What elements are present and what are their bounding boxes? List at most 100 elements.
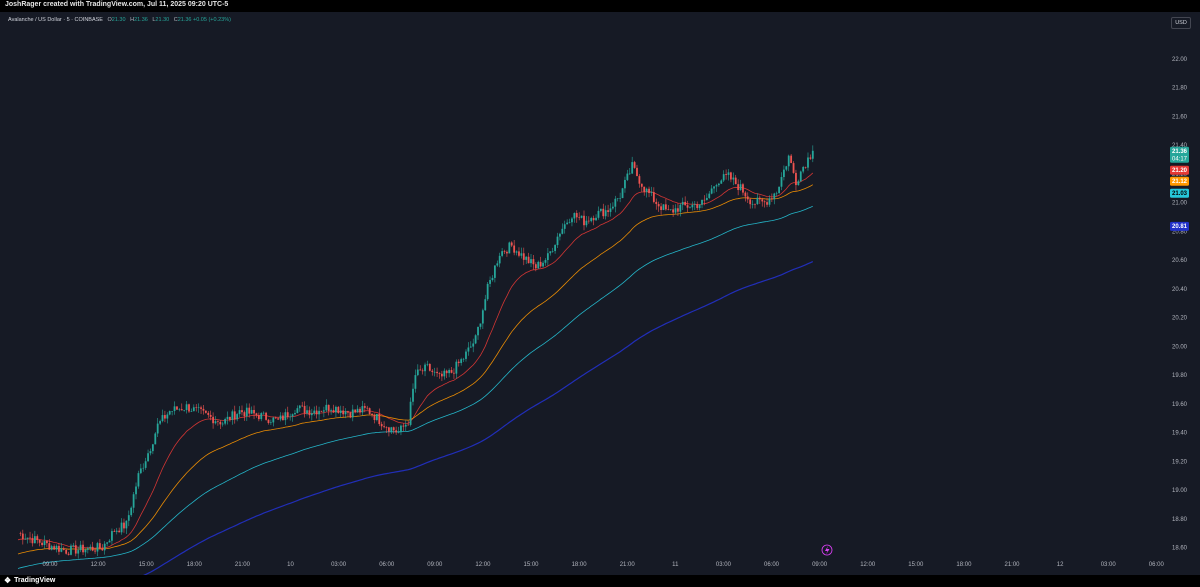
candle-body <box>698 204 701 209</box>
candle-body <box>226 416 229 420</box>
candle-body <box>202 408 205 411</box>
candle-body <box>395 430 398 433</box>
candle-body <box>667 209 670 210</box>
lightning-icon[interactable] <box>821 544 833 556</box>
candle-body <box>477 326 479 336</box>
candle-body <box>486 283 489 300</box>
candle-body <box>289 416 292 418</box>
candle-body <box>433 371 436 373</box>
candle-body <box>347 411 349 413</box>
candle-body <box>130 507 133 516</box>
y-tick-label: 20.40 <box>1172 287 1188 293</box>
candle-body <box>448 370 451 374</box>
candle-body <box>29 537 31 539</box>
y-tick-label: 20.20 <box>1172 316 1188 322</box>
candle-body <box>612 206 614 209</box>
candle-body <box>534 264 537 269</box>
ema-100-line <box>17 205 813 569</box>
candle-body <box>192 407 195 412</box>
candle-body <box>763 201 766 203</box>
symbol-name[interactable]: Avalanche / US Dollar · 5 · COINBASE <box>8 17 103 23</box>
candle-body <box>318 410 320 415</box>
candle-body <box>520 253 523 256</box>
candle-body <box>609 208 612 212</box>
candle-body <box>115 530 118 532</box>
x-tick-label: 18:00 <box>956 562 972 568</box>
candle-body <box>436 371 438 374</box>
tradingview-logo[interactable]: ❖ TradingView <box>4 576 55 585</box>
candle-body <box>440 373 443 377</box>
candle-body <box>472 343 475 347</box>
candle-body <box>645 188 648 192</box>
candle-body <box>332 410 335 413</box>
candle-body <box>400 425 402 433</box>
candle-body <box>43 540 46 545</box>
candle-body <box>802 167 805 172</box>
candle-body <box>255 413 258 416</box>
ma-price-tag <box>1170 165 1189 175</box>
candle-body <box>669 209 672 210</box>
candle-body <box>768 198 771 205</box>
candle-body <box>799 171 802 182</box>
candle-body <box>156 423 159 434</box>
candle-body <box>291 414 294 417</box>
currency-button[interactable]: USD <box>1171 17 1191 29</box>
candle-body <box>626 173 629 180</box>
candle-body <box>176 406 178 410</box>
candle-body <box>734 177 737 185</box>
candle-body <box>19 533 22 534</box>
price-chart[interactable]: 22.00 21.80 21.60 21.40 21.20 21.00 20.80 20.60… <box>0 0 1200 575</box>
candle-body <box>693 204 696 205</box>
x-tick-label: 10 <box>287 562 294 568</box>
chart-pane[interactable] <box>0 12 1200 575</box>
y-tick-label: 19.60 <box>1172 402 1188 408</box>
candle-body <box>807 157 809 168</box>
candle-body <box>766 202 768 205</box>
candle-body <box>219 421 222 425</box>
candle-body <box>559 233 561 237</box>
candle-body <box>542 262 544 267</box>
candle-body <box>178 409 181 410</box>
x-tick-label: 18:00 <box>572 562 588 568</box>
candle-body <box>414 375 417 389</box>
candle-body <box>778 186 780 193</box>
candle-body <box>147 453 149 462</box>
candle-body <box>195 407 198 408</box>
candle-body <box>79 544 82 551</box>
candle-body <box>58 545 60 552</box>
candle-body <box>491 277 494 281</box>
candle-body <box>438 373 441 374</box>
candle-body <box>82 544 84 553</box>
symbol-legend[interactable]: Avalanche / US Dollar · 5 · COINBASE O21… <box>8 17 231 23</box>
candle-body <box>467 347 470 352</box>
last-price-label: 21.36 <box>1172 149 1188 155</box>
candle-body <box>24 538 27 540</box>
candle-body <box>48 543 51 550</box>
candle-body <box>607 210 609 212</box>
candle-body <box>421 370 424 372</box>
candle-body <box>277 418 280 420</box>
x-tick-label: 21:00 <box>620 562 636 568</box>
x-tick-label: 15:00 <box>523 562 539 568</box>
y-tick-label: 20.60 <box>1172 258 1188 264</box>
y-tick-label: 21.40 <box>1172 143 1188 149</box>
candle-body <box>96 543 99 552</box>
candle-body <box>70 545 72 555</box>
candle-body <box>754 204 756 205</box>
candle-body <box>272 417 275 423</box>
candle-body <box>419 369 422 371</box>
candle-body <box>21 533 24 540</box>
candle-body <box>298 405 301 409</box>
close-value: 21.36 <box>177 17 192 23</box>
y-tick-label: 19.40 <box>1172 431 1188 437</box>
candle-body <box>573 213 576 219</box>
candle-body <box>501 251 504 256</box>
candle-body <box>638 176 641 184</box>
candle-body <box>33 536 36 544</box>
candle-body <box>484 299 487 311</box>
candle-body <box>284 412 287 421</box>
candle-body <box>60 548 63 552</box>
candle-body <box>168 411 171 415</box>
candle-body <box>166 414 169 419</box>
candle-body <box>190 411 193 412</box>
